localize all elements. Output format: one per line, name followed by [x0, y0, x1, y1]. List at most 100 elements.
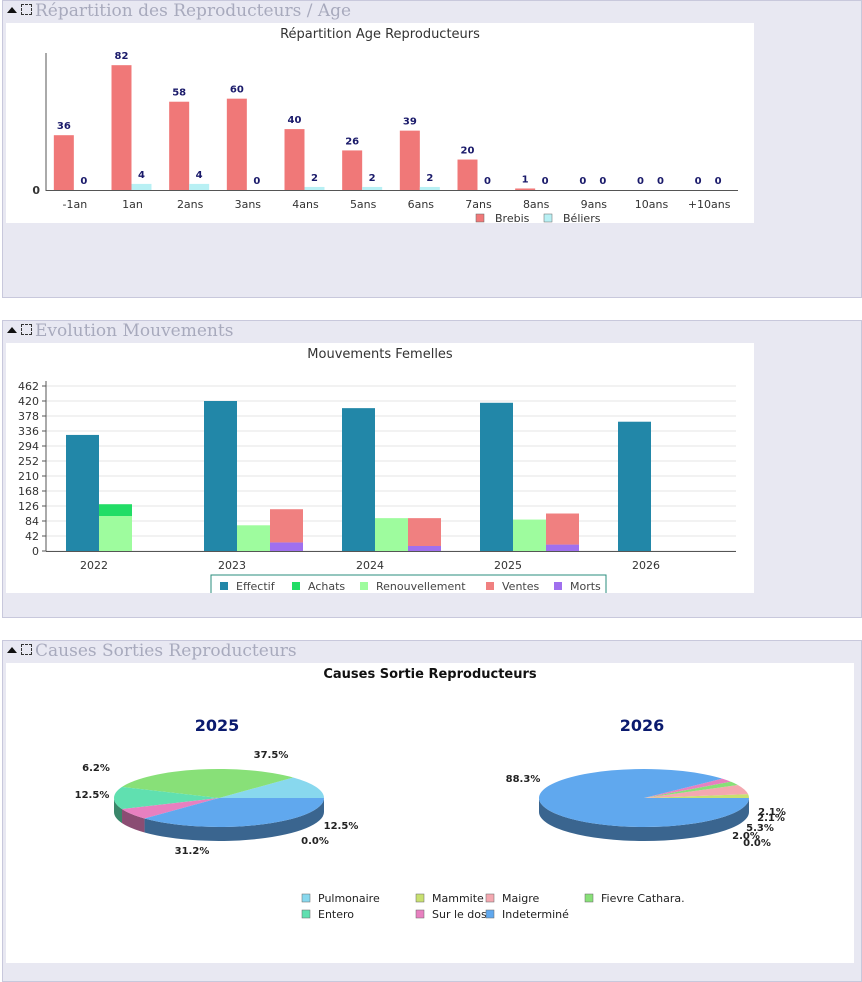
legend-label: Pulmonaire [318, 892, 380, 905]
pie-side-indetermin- [144, 798, 324, 841]
legend-swatch [292, 582, 300, 590]
bar-béliers [189, 183, 210, 190]
pie-side-sur-le-dos [122, 809, 145, 833]
legend-label: Indeterminé [502, 908, 569, 921]
y-tick-label: 168 [18, 485, 39, 498]
pie-label: 0.0% [301, 836, 329, 847]
legend-swatch [415, 909, 425, 919]
data-label: 0 [599, 176, 606, 187]
collapse-icon[interactable] [7, 327, 17, 333]
pie-slice-entero [114, 786, 219, 810]
chart-title: Causes Sortie Reproducteurs [323, 667, 537, 682]
x-tick-label: -1an [62, 198, 87, 211]
mouvements-chart: Mouvements Femelles 0 42 84 126 168 210 252 294 3… [18, 347, 736, 598]
pie-slice-indetermin- [539, 769, 749, 827]
data-label: 0 [657, 176, 664, 187]
bar-achats [99, 504, 132, 516]
y-tick-label: 336 [18, 425, 39, 438]
legend-label: Renouvellement [376, 580, 466, 593]
bar-renouvellement [99, 516, 132, 551]
legend-swatch [584, 893, 594, 903]
x-tick-label: 5ans [350, 198, 377, 211]
bar-effectif [342, 408, 375, 551]
legend-label: Entero [318, 908, 354, 921]
pie-side-indetermin- [539, 798, 749, 841]
y-tick-label: 0 [32, 184, 40, 197]
x-tick-label: 2026 [632, 559, 660, 572]
y-tick-label: 462 [18, 380, 39, 393]
bar-renouvellement [513, 519, 546, 551]
expand-icon[interactable] [21, 4, 32, 15]
bar-brebis [226, 98, 247, 190]
data-label: 20 [461, 146, 475, 157]
mouvements-panel: Evolution Mouvements Mouvements Femelles… [2, 320, 862, 618]
pie-label: 12.5% [324, 821, 359, 832]
causes-panel-header: Causes Sorties Reproducteurs [7, 641, 297, 661]
data-label: 0 [579, 176, 586, 187]
legend-swatch [220, 582, 228, 590]
data-label: 36 [57, 121, 71, 132]
data-label: 0 [637, 176, 644, 187]
data-label: 40 [288, 115, 302, 126]
bar-morts [546, 544, 579, 551]
legend-swatch [415, 893, 425, 903]
collapse-icon[interactable] [7, 7, 17, 13]
pie-slice-fievre-cathara- [122, 769, 294, 798]
age-chart-area: Répartition Age Reproducteurs 0 36 0 -1an 82 4… [6, 23, 754, 225]
data-label: 60 [230, 85, 244, 96]
bar-morts [408, 546, 441, 551]
legend-label: Béliers [563, 212, 601, 223]
data-label: 4 [196, 170, 203, 181]
bar-renouvellement [375, 518, 408, 551]
legend-label: Ventes [502, 580, 539, 593]
pie-side-entero [114, 798, 123, 824]
legend-label: Brebis [495, 212, 530, 223]
data-label: 39 [403, 117, 417, 128]
x-tick-label: 9ans [581, 198, 608, 211]
age-panel-title: Répartition des Reproducteurs / Age [35, 1, 352, 21]
y-tick-label: 294 [18, 440, 39, 453]
bar-effectif [204, 401, 237, 551]
x-tick-label: 6ans [408, 198, 435, 211]
bar-effectif [66, 434, 99, 551]
legend-swatch [301, 909, 311, 919]
y-tick-label: 126 [18, 500, 39, 513]
x-tick-label: 2ans [177, 198, 204, 211]
y-tick-label: 42 [25, 530, 39, 543]
pie-slice-fievre-cathara- [644, 781, 738, 798]
pie-title: 2026 [620, 716, 665, 735]
age-panel: Répartition des Reproducteurs / Age Répa… [2, 0, 862, 298]
causes-chart: Causes Sortie Reproducteurs 2025 12.5% 0.0%… [75, 667, 786, 921]
legend-label: Achats [308, 580, 345, 593]
data-label: 0 [253, 176, 260, 187]
x-tick-label: 8ans [523, 198, 550, 211]
pie-slice-maigre [644, 784, 749, 798]
legend-label: Mammite [432, 892, 484, 905]
expand-icon[interactable] [21, 644, 32, 655]
pie-label: 2.1% [757, 813, 785, 824]
data-label: 82 [115, 51, 129, 62]
pie-slice-pulmonaire [219, 777, 324, 798]
causes-chart-area: Causes Sortie Reproducteurs 2025 12.5% 0.0%… [6, 663, 854, 963]
data-label: 58 [172, 88, 186, 99]
bar-morts [270, 542, 303, 551]
pie-label: 2.1% [758, 807, 786, 818]
x-tick-label: 2025 [494, 559, 522, 572]
data-label: 0 [542, 176, 549, 187]
bar-brebis [457, 159, 478, 190]
pie-label: 31.2% [175, 846, 210, 857]
pie-label: 5.3% [746, 823, 774, 834]
legend-label: Fievre Cathara. [601, 892, 685, 905]
x-tick-label: 2024 [356, 559, 384, 572]
data-label: 0 [80, 176, 87, 187]
legend-swatch [486, 582, 494, 590]
bar-béliers [362, 186, 383, 190]
bar-brebis [515, 188, 536, 190]
expand-icon[interactable] [21, 324, 32, 335]
legend-label: Effectif [236, 580, 276, 593]
x-tick-label: 10ans [635, 198, 669, 211]
data-label: 2 [369, 173, 376, 184]
collapse-icon[interactable] [7, 647, 17, 653]
legend-swatch [554, 582, 562, 590]
bar-brebis [342, 150, 363, 190]
